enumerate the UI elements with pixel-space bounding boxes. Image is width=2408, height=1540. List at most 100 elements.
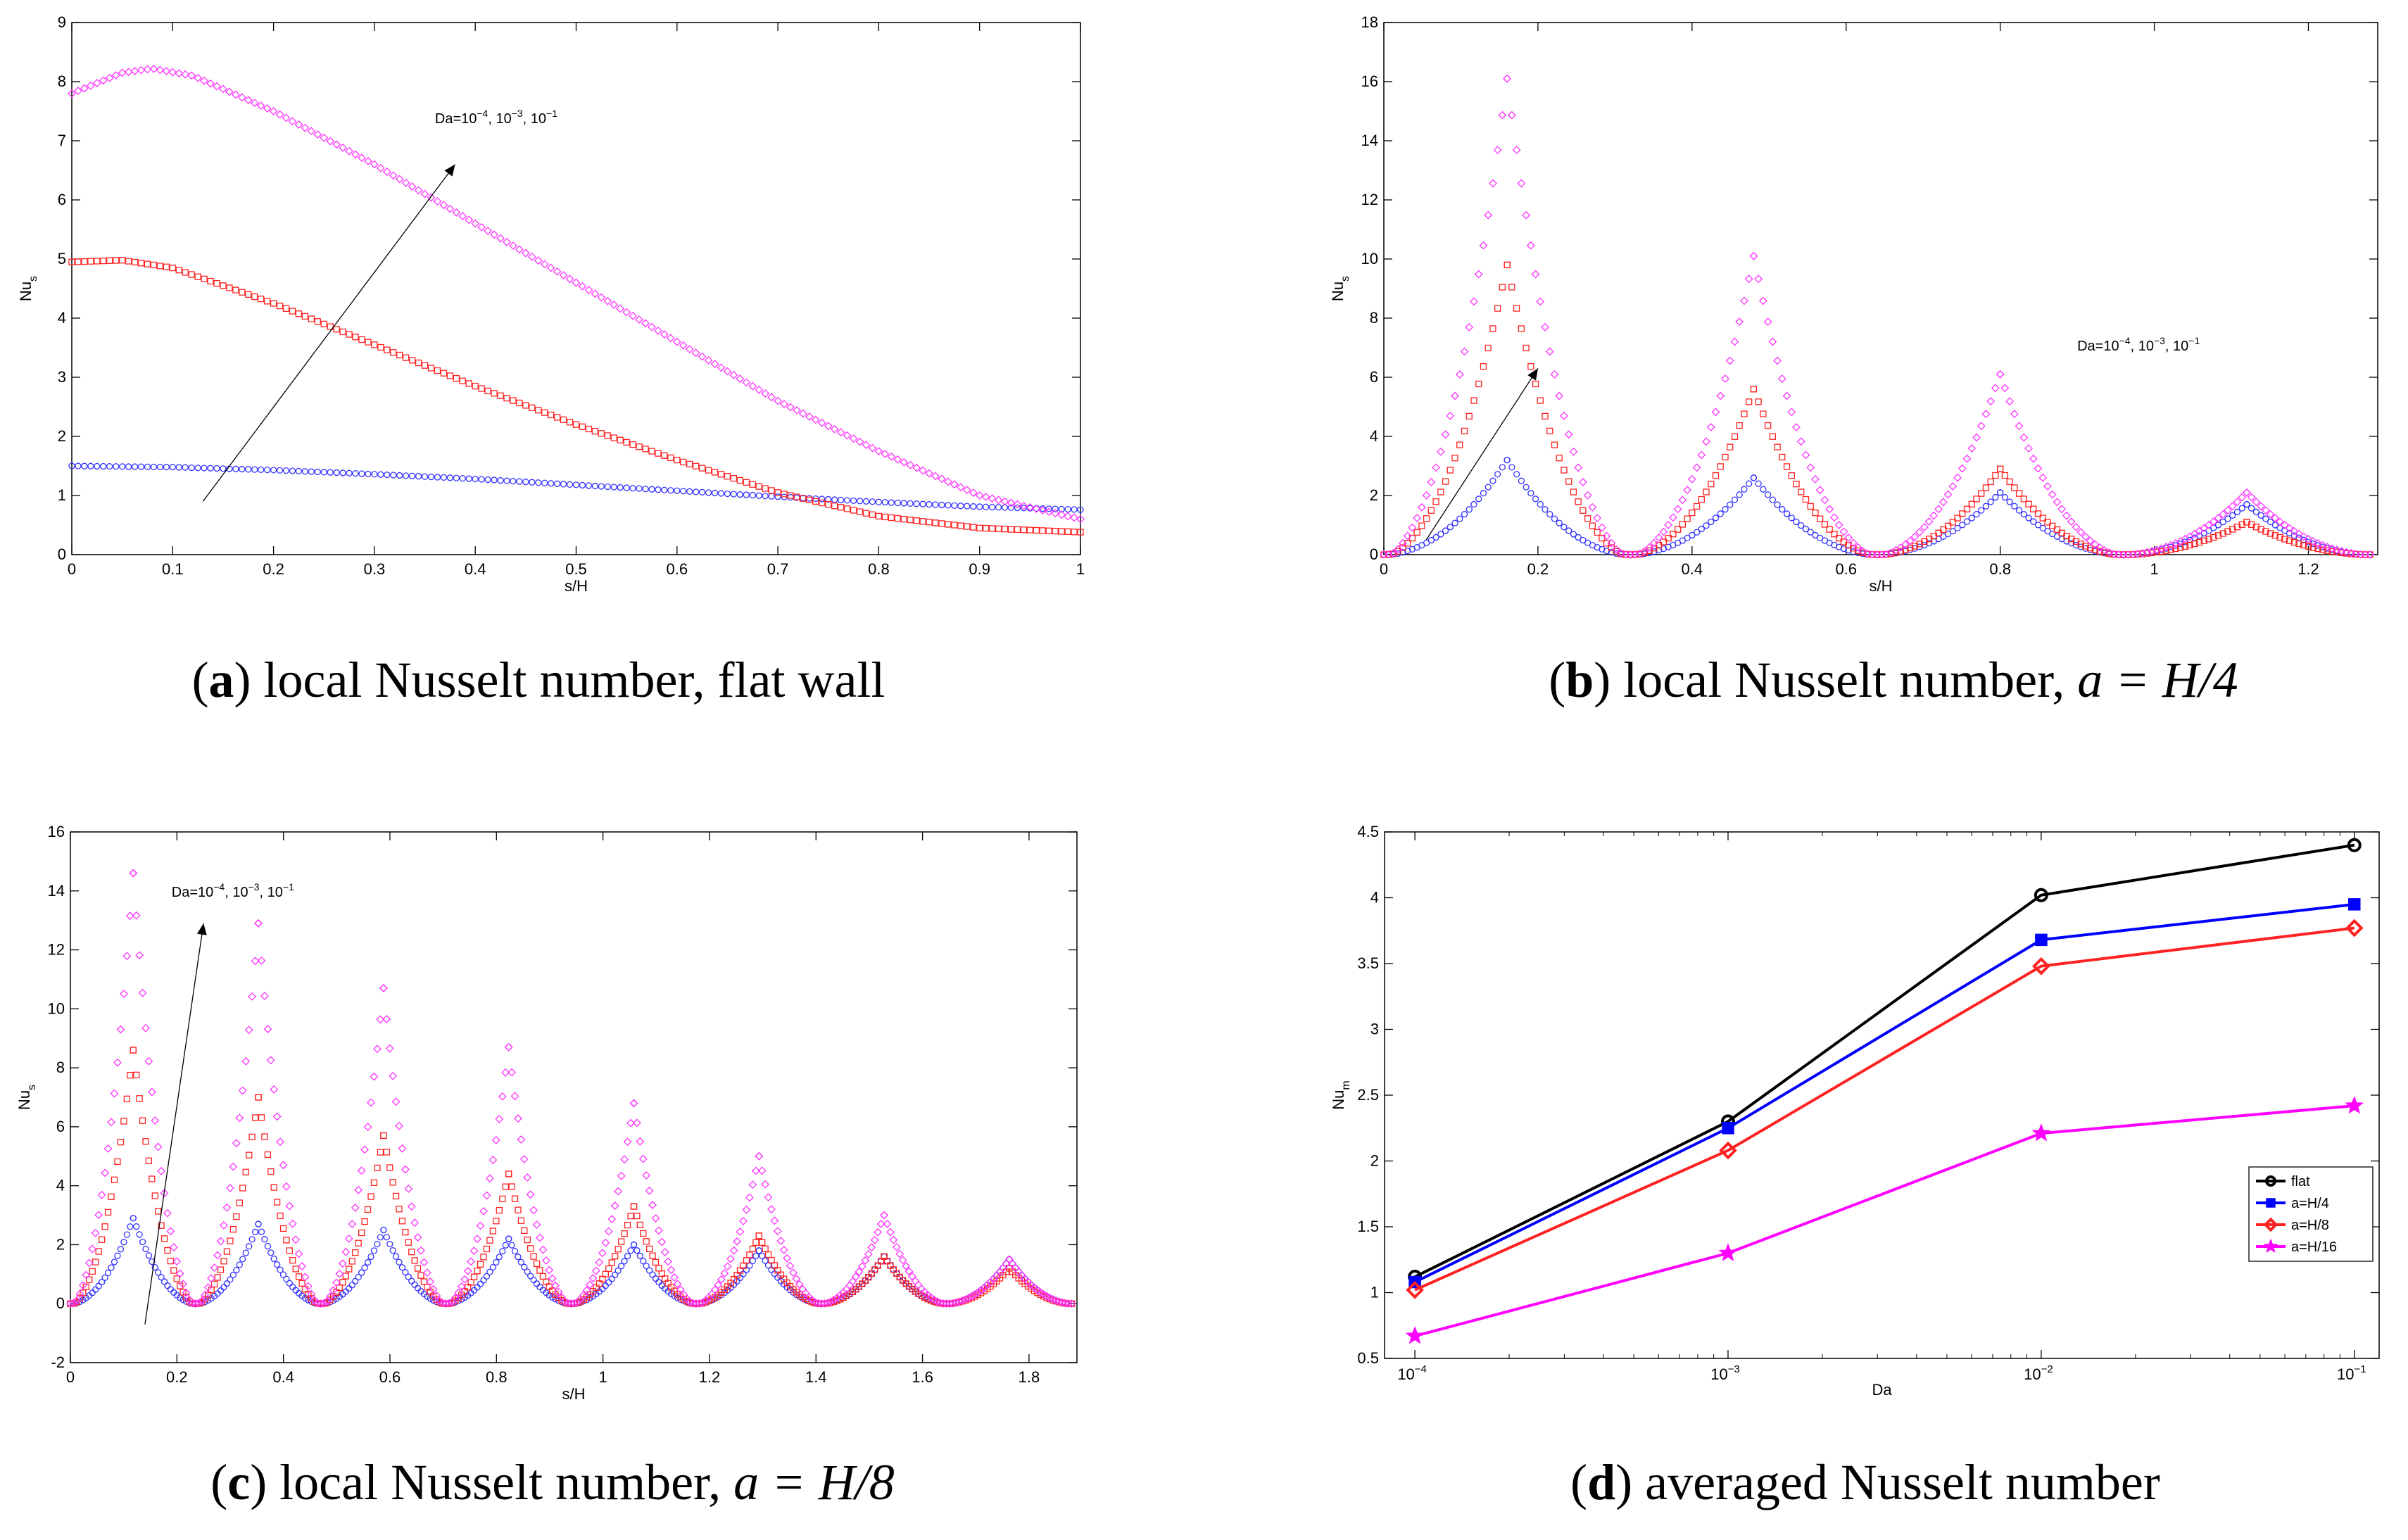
data-point — [598, 1249, 607, 1258]
data-point — [988, 494, 997, 503]
data-point — [2039, 515, 2046, 522]
data-point — [414, 186, 423, 195]
data-point — [1740, 296, 1748, 305]
data-point — [477, 1280, 484, 1287]
data-point — [942, 1299, 951, 1308]
data-point — [2210, 534, 2217, 541]
data-point — [248, 992, 257, 1001]
data-point — [2300, 541, 2307, 549]
data-point — [1460, 347, 1469, 356]
data-point — [87, 258, 94, 265]
data-point — [1076, 515, 1085, 524]
data-point — [2257, 512, 2264, 519]
data-point — [1722, 453, 1729, 461]
data-point — [759, 1252, 766, 1259]
series-Da=1e-1 — [66, 869, 1076, 1308]
data-point — [704, 355, 713, 365]
data-point — [605, 1279, 612, 1286]
data-point — [824, 422, 833, 431]
data-point — [2200, 524, 2209, 533]
data-point — [216, 1237, 225, 1246]
data-point — [254, 919, 263, 928]
data-point — [396, 1206, 403, 1213]
data-point — [488, 1156, 498, 1165]
data-point — [1583, 491, 1592, 500]
data-point — [2319, 546, 2326, 553]
data-point — [151, 1116, 160, 1125]
data-point — [348, 1220, 357, 1228]
data-point — [969, 488, 978, 497]
data-point — [467, 1257, 476, 1266]
data-point — [1798, 488, 1805, 496]
x-tick-label: 1.6 — [912, 1368, 933, 1386]
data-point — [2314, 545, 2321, 553]
chart-panel-c: -2 0 2 4 6 8 10 12 14 16 0 0.2 0.4 0.6 0.8 1 1.2 1.4 1.6 1.… — [0, 809, 1204, 1403]
data-point — [1670, 531, 1677, 538]
data-point — [686, 460, 693, 468]
data-point — [1949, 519, 1956, 526]
data-point — [2252, 498, 2261, 506]
data-point — [907, 500, 914, 507]
data-point — [339, 1279, 346, 1286]
data-point — [874, 447, 883, 455]
data-point — [1484, 484, 1492, 491]
data-point — [329, 1286, 338, 1295]
data-point — [503, 237, 511, 246]
legend-item: flat — [2256, 1174, 2310, 1189]
data-point — [2295, 540, 2302, 548]
data-point — [1959, 510, 1966, 517]
data-point — [73, 1296, 81, 1305]
data-point — [333, 326, 340, 333]
data-point — [2057, 505, 2067, 514]
data-point — [471, 219, 480, 228]
x-tick-label: 1 — [2150, 560, 2158, 578]
data-point — [255, 1094, 262, 1101]
data-point — [285, 1201, 294, 1211]
data-point — [874, 1227, 883, 1237]
data-point — [139, 1238, 146, 1246]
data-point — [1689, 531, 1696, 539]
data-point — [1001, 526, 1009, 533]
data-point — [417, 1272, 424, 1279]
data-point — [636, 1137, 645, 1146]
data-point — [1721, 374, 1729, 383]
data-point — [1061, 1299, 1070, 1308]
data-point — [1494, 471, 1501, 478]
data-point — [2280, 520, 2289, 529]
data-point — [579, 1291, 588, 1299]
data-point — [1750, 474, 1758, 481]
data-point — [111, 1258, 118, 1266]
data-point — [1911, 543, 1919, 550]
data-point — [894, 499, 901, 507]
data-point — [123, 1231, 131, 1238]
data-point — [736, 476, 744, 484]
data-point — [762, 492, 769, 500]
y-tick-label: 2.5 — [1357, 1086, 1379, 1104]
legend-item: a=H/8 — [2256, 1217, 2329, 1233]
y-tick-label: 0.5 — [1357, 1349, 1379, 1367]
data-point — [427, 473, 435, 481]
data-point — [113, 1058, 122, 1067]
data-point — [705, 467, 712, 474]
data-point — [876, 1220, 885, 1228]
data-point — [499, 1195, 506, 1203]
data-point — [370, 1179, 378, 1187]
x-tick-label: 0.6 — [667, 560, 688, 578]
data-point — [270, 467, 277, 474]
data-point — [220, 1221, 228, 1230]
data-point — [1820, 496, 1829, 505]
data-point — [881, 513, 889, 521]
data-point — [861, 1256, 870, 1265]
data-point — [2252, 524, 2260, 531]
data-point — [1408, 523, 1417, 532]
data-point — [279, 1161, 288, 1170]
data-point — [1796, 437, 1805, 446]
data-point — [386, 1164, 393, 1171]
data-point — [755, 1232, 762, 1239]
data-point — [1607, 538, 1616, 548]
data-point — [1972, 433, 1981, 442]
data-point — [69, 1299, 78, 1308]
data-point — [200, 76, 209, 85]
